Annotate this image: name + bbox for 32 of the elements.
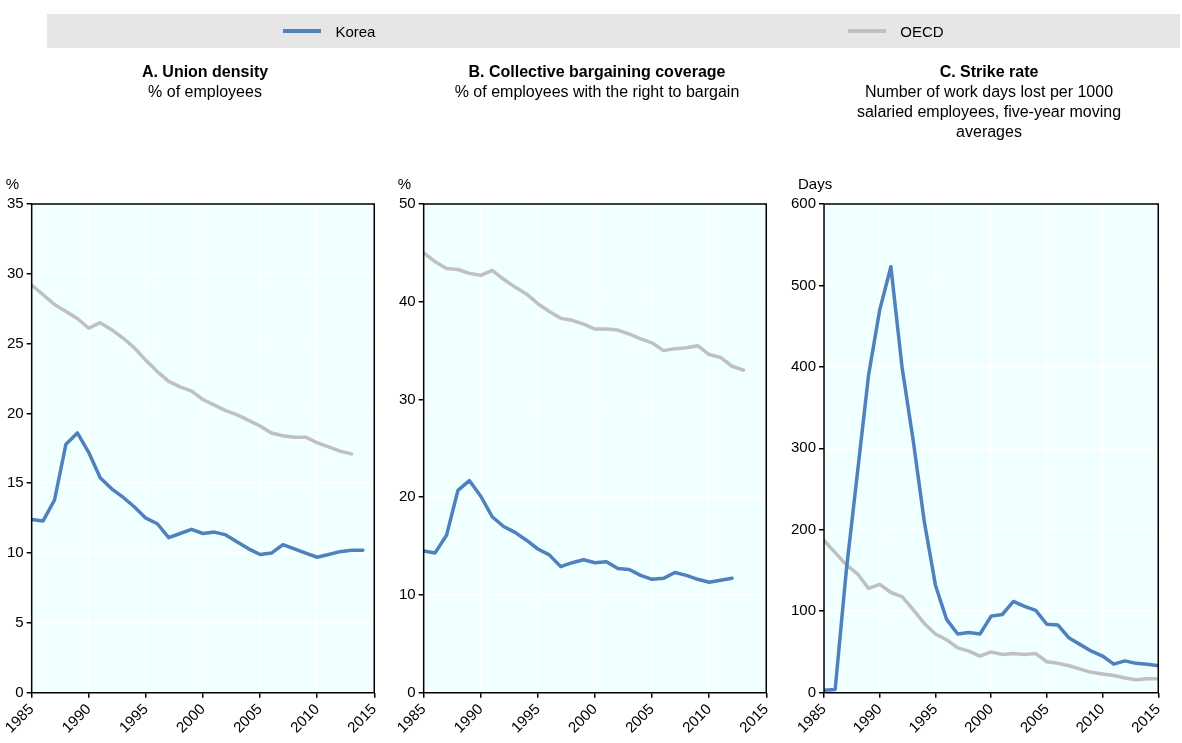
y-tick-label: 600 [791, 194, 817, 212]
y-tick-label: 30 [399, 389, 416, 407]
y-tick-label: 10 [7, 543, 24, 561]
y-tick-label: 40 [399, 291, 416, 309]
y-tick-label: 300 [791, 438, 817, 456]
y-tick-label: 50 [399, 194, 416, 212]
y-tick-label: 0 [407, 682, 416, 700]
chart-subtitle: Number of work days lost per 1000 salaried employees, five-year moving averages [855, 82, 1123, 142]
y-tick-label: 5 [15, 613, 24, 631]
chart-subtitle: % of employees [147, 82, 263, 102]
legend-label: Korea [335, 22, 376, 40]
y-tick-label: 10 [399, 585, 416, 603]
y-tick-label: 0 [15, 682, 24, 700]
y-tick-label: 30 [7, 263, 24, 281]
chart-subtitle: % of employees with the right to bargain [453, 82, 741, 102]
y-tick-label: 20 [7, 403, 24, 421]
y-axis-title: % [397, 174, 412, 192]
y-tick-label: 400 [791, 357, 817, 375]
y-axis-title: Days [798, 174, 833, 192]
y-axis-title: % [5, 174, 20, 192]
y-tick-label: 200 [791, 519, 817, 537]
chart-title: A. Union density [140, 62, 270, 82]
legend-label: OECD [900, 22, 944, 40]
y-tick-label: 25 [7, 333, 24, 351]
y-tick-label: 15 [7, 473, 24, 491]
y-tick-label: 500 [791, 275, 817, 293]
chart-title: C. Strike rate [938, 62, 1040, 82]
chart-title: B. Collective bargaining coverage [467, 62, 727, 82]
y-tick-label: 35 [7, 194, 24, 212]
y-tick-label: 0 [807, 682, 817, 700]
y-tick-label: 100 [791, 601, 817, 619]
y-tick-label: 20 [399, 487, 416, 505]
